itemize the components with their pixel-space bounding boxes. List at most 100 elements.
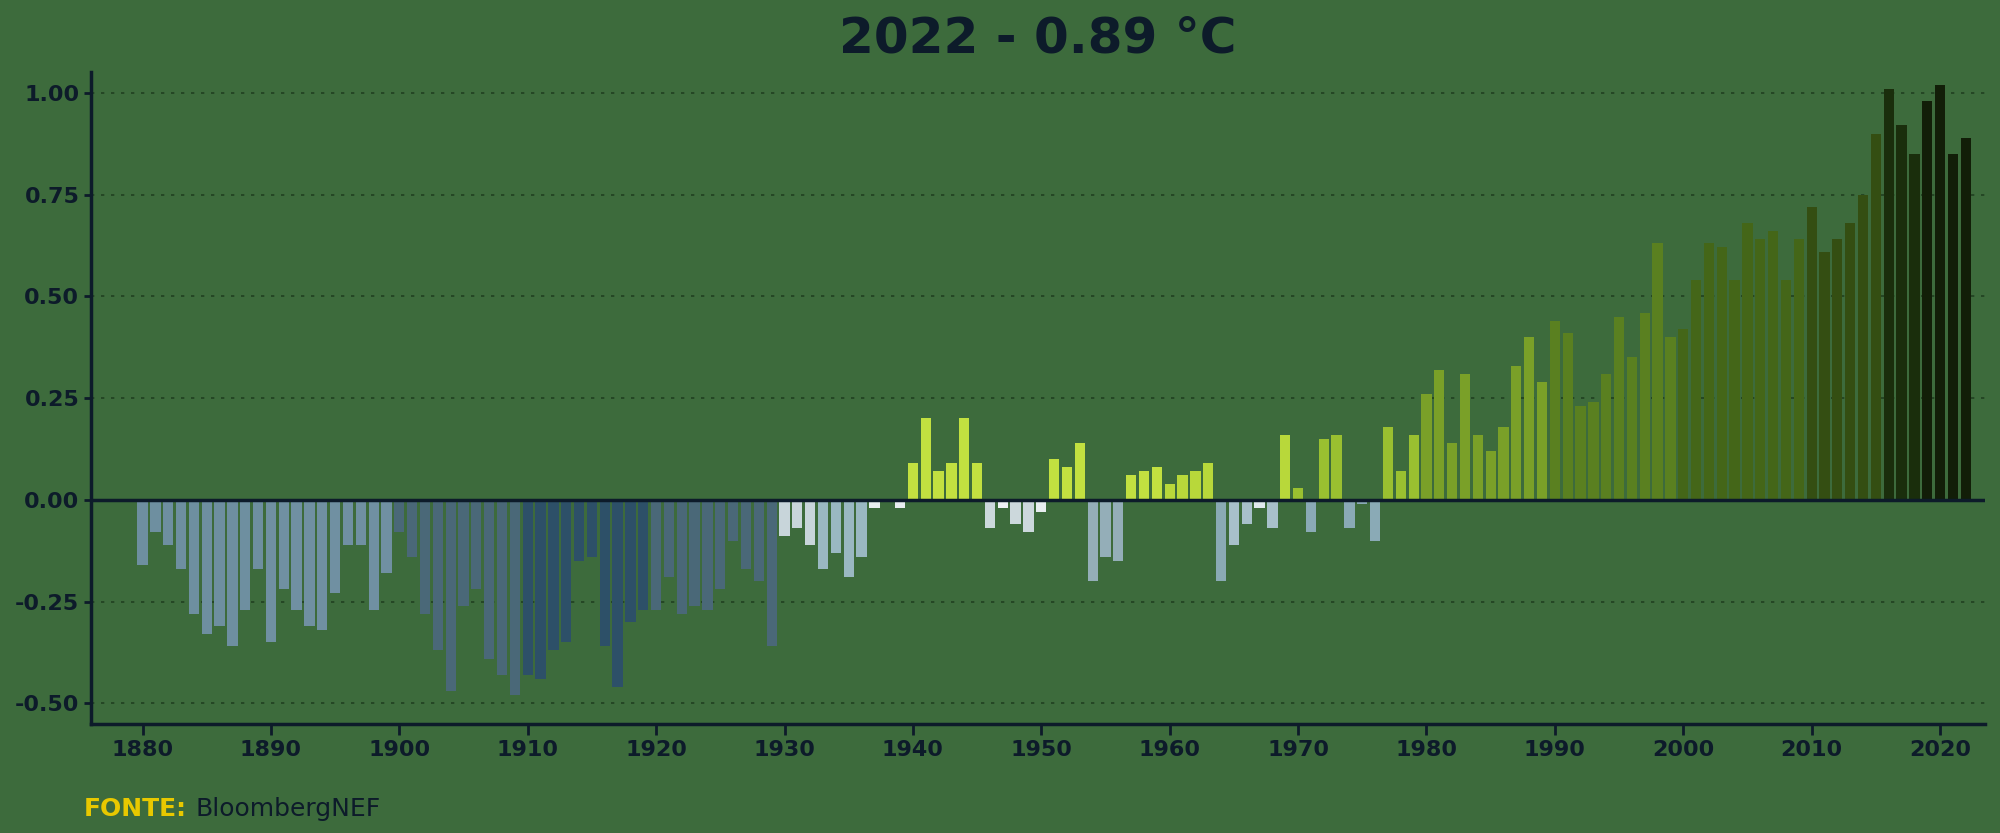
Bar xyxy=(382,500,392,573)
Bar xyxy=(920,418,930,500)
Bar xyxy=(1472,435,1482,500)
Bar xyxy=(1820,252,1830,500)
Bar xyxy=(998,500,1008,508)
Bar xyxy=(292,500,302,610)
Bar xyxy=(1536,382,1548,500)
Bar xyxy=(1498,426,1508,500)
Bar xyxy=(1896,125,1906,500)
Bar xyxy=(1858,195,1868,500)
Bar xyxy=(1948,154,1958,500)
Bar xyxy=(1562,333,1572,500)
Bar xyxy=(1794,239,1804,500)
Bar xyxy=(1756,239,1766,500)
Bar xyxy=(1524,337,1534,500)
Bar xyxy=(164,500,174,545)
Bar xyxy=(728,500,738,541)
Bar xyxy=(908,463,918,500)
Bar xyxy=(1960,137,1970,500)
Bar xyxy=(1730,280,1740,500)
Bar xyxy=(638,500,648,610)
Bar xyxy=(1846,223,1856,500)
Bar xyxy=(1216,500,1226,581)
Bar xyxy=(1332,435,1342,500)
Bar xyxy=(1486,451,1496,500)
Bar xyxy=(420,500,430,614)
Bar xyxy=(1370,500,1380,541)
Bar xyxy=(318,500,328,630)
Bar xyxy=(1074,443,1084,500)
Bar xyxy=(394,500,404,532)
Bar xyxy=(1138,471,1150,500)
Bar xyxy=(446,500,456,691)
Bar xyxy=(342,500,354,545)
Bar xyxy=(562,500,572,642)
Bar xyxy=(676,500,686,614)
Bar xyxy=(1088,500,1098,581)
Bar xyxy=(1716,247,1726,500)
Bar xyxy=(214,500,224,626)
Bar xyxy=(252,500,264,569)
Bar xyxy=(1178,476,1188,500)
Bar xyxy=(1228,500,1240,545)
Bar xyxy=(600,500,610,646)
Bar xyxy=(368,500,378,610)
Bar xyxy=(612,500,622,687)
Bar xyxy=(716,500,726,590)
Bar xyxy=(1164,484,1174,500)
Bar xyxy=(548,500,558,651)
Bar xyxy=(1550,321,1560,500)
Bar xyxy=(1344,500,1354,528)
Bar xyxy=(1050,459,1060,500)
Bar xyxy=(1114,500,1124,561)
Bar xyxy=(818,500,828,569)
Bar xyxy=(1408,435,1418,500)
Bar xyxy=(650,500,662,610)
Bar xyxy=(330,500,340,593)
Bar xyxy=(1922,101,1932,500)
Bar xyxy=(740,500,752,569)
Bar xyxy=(496,500,508,675)
Bar xyxy=(766,500,776,646)
Bar xyxy=(1626,357,1638,500)
Bar xyxy=(960,418,970,500)
Bar xyxy=(1768,232,1778,500)
Bar xyxy=(780,500,790,536)
Bar xyxy=(1292,487,1304,500)
Bar xyxy=(1254,500,1264,508)
Bar xyxy=(1704,243,1714,500)
Bar xyxy=(522,500,532,675)
Title: 2022 - 0.89 °C: 2022 - 0.89 °C xyxy=(840,15,1236,63)
Bar xyxy=(356,500,366,545)
Bar xyxy=(1190,471,1200,500)
Bar xyxy=(1382,426,1394,500)
Bar xyxy=(934,471,944,500)
Bar xyxy=(1910,154,1920,500)
Bar xyxy=(1318,439,1328,500)
Bar xyxy=(1934,85,1946,500)
Bar xyxy=(472,500,482,590)
Bar xyxy=(510,500,520,696)
Bar xyxy=(1806,207,1816,500)
Bar xyxy=(1036,500,1046,512)
Bar xyxy=(536,500,546,679)
Bar xyxy=(1448,443,1458,500)
Bar xyxy=(894,500,906,508)
Bar xyxy=(1576,407,1586,500)
Bar xyxy=(138,500,148,565)
Bar xyxy=(1204,463,1214,500)
Bar xyxy=(844,500,854,577)
Bar xyxy=(702,500,712,610)
Bar xyxy=(1588,402,1598,500)
Text: FONTE:: FONTE: xyxy=(84,796,188,821)
Bar xyxy=(984,500,996,528)
Bar xyxy=(1268,500,1278,528)
Bar xyxy=(856,500,866,556)
Bar xyxy=(202,500,212,634)
Bar xyxy=(432,500,442,651)
Bar xyxy=(278,500,288,590)
Bar xyxy=(1614,317,1624,500)
Bar xyxy=(1306,500,1316,532)
Bar xyxy=(830,500,842,553)
Bar xyxy=(946,463,956,500)
Bar xyxy=(1884,89,1894,500)
